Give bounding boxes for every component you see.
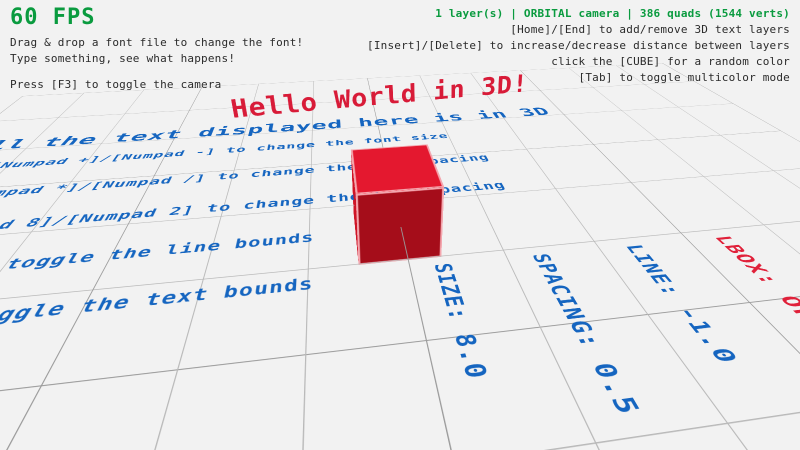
scene-status-line: 1 layer(s) | ORBITAL camera | 386 quads … [435,7,790,20]
hud-left-line: Drag & drop a font file to change the fo… [10,36,304,50]
hud-right-line: click the [CUBE] for a random color [551,54,790,68]
hud-left: 60 FPS Drag & drop a font file to change… [10,5,303,93]
grid-line-horizontal [0,355,800,450]
hud-right-line: [Insert]/[Delete] to increase/decrease d… [367,38,790,52]
fps-counter: 60 FPS [10,5,96,30]
hud-right-line: [Tab] to toggle multicolor mode [578,70,790,84]
grid-line-vertical [281,81,315,450]
cube[interactable] [350,144,445,265]
hud-left-line: Press [F3] to toggle the camera [10,78,222,92]
hud-right-line: [Home]/[End] to add/remove 3D text layer… [510,22,790,36]
hud-left-line: Type something, see what happens! [10,52,236,66]
hud-spacer [10,67,303,77]
grid-line-vertical [568,67,800,450]
hud-right: 1 layer(s) | ORBITAL camera | 386 quads … [367,6,790,86]
hud-left-lines: Drag & drop a font file to change the fo… [10,35,303,93]
hud-right-lines: [Home]/[End] to add/remove 3D text layer… [367,22,790,86]
cube-face-front [350,144,445,195]
grid-line-vertical [615,65,800,450]
